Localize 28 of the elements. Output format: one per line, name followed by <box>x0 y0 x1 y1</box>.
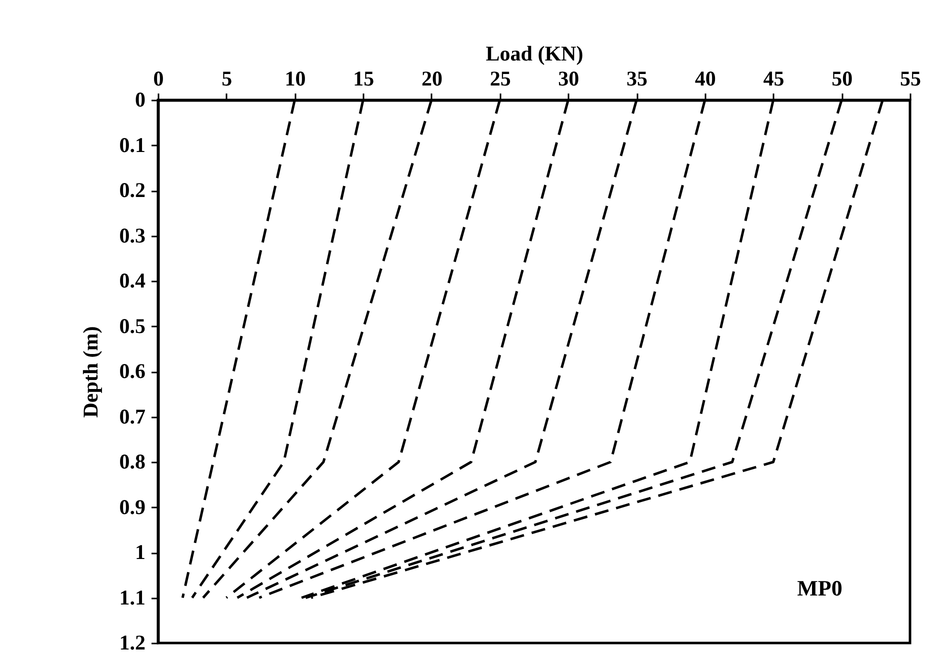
y-tick-label: 0.7 <box>119 404 146 428</box>
x-tick-label: 15 <box>353 66 374 90</box>
x-tick-label: 25 <box>490 66 511 90</box>
y-tick-label: 1.1 <box>119 585 146 610</box>
y-axis-title: Depth (m) <box>78 326 102 418</box>
y-tick-label: 0.3 <box>119 223 146 248</box>
y-tick-label: 0.1 <box>119 132 146 157</box>
y-tick-label: 0.5 <box>119 314 146 338</box>
x-tick-label: 5 <box>222 66 232 90</box>
y-tick-label: 0.6 <box>119 359 146 383</box>
y-tick-label: 0.2 <box>119 178 146 202</box>
x-tick-label: 10 <box>284 66 306 90</box>
x-tick-label: 0 <box>153 66 164 90</box>
x-tick-label: 30 <box>558 66 580 90</box>
y-tick-label: 0.9 <box>119 494 146 519</box>
x-tick-label: 45 <box>763 66 784 90</box>
x-axis-title: Load (KN) <box>486 42 584 66</box>
y-tick-label: 1 <box>135 540 146 564</box>
x-tick-label: 20 <box>421 66 442 90</box>
y-tick-label: 0 <box>135 88 146 112</box>
y-tick-label: 0.4 <box>119 268 146 292</box>
x-tick-label: 40 <box>694 66 716 90</box>
x-tick-label: 35 <box>626 66 648 90</box>
y-tick-label: 0.8 <box>119 450 146 474</box>
annotation: MP0 <box>797 576 842 601</box>
x-tick-label: 50 <box>832 66 853 90</box>
y-tick-label: 1.2 <box>119 630 146 654</box>
x-tick-label: 55 <box>900 66 921 90</box>
